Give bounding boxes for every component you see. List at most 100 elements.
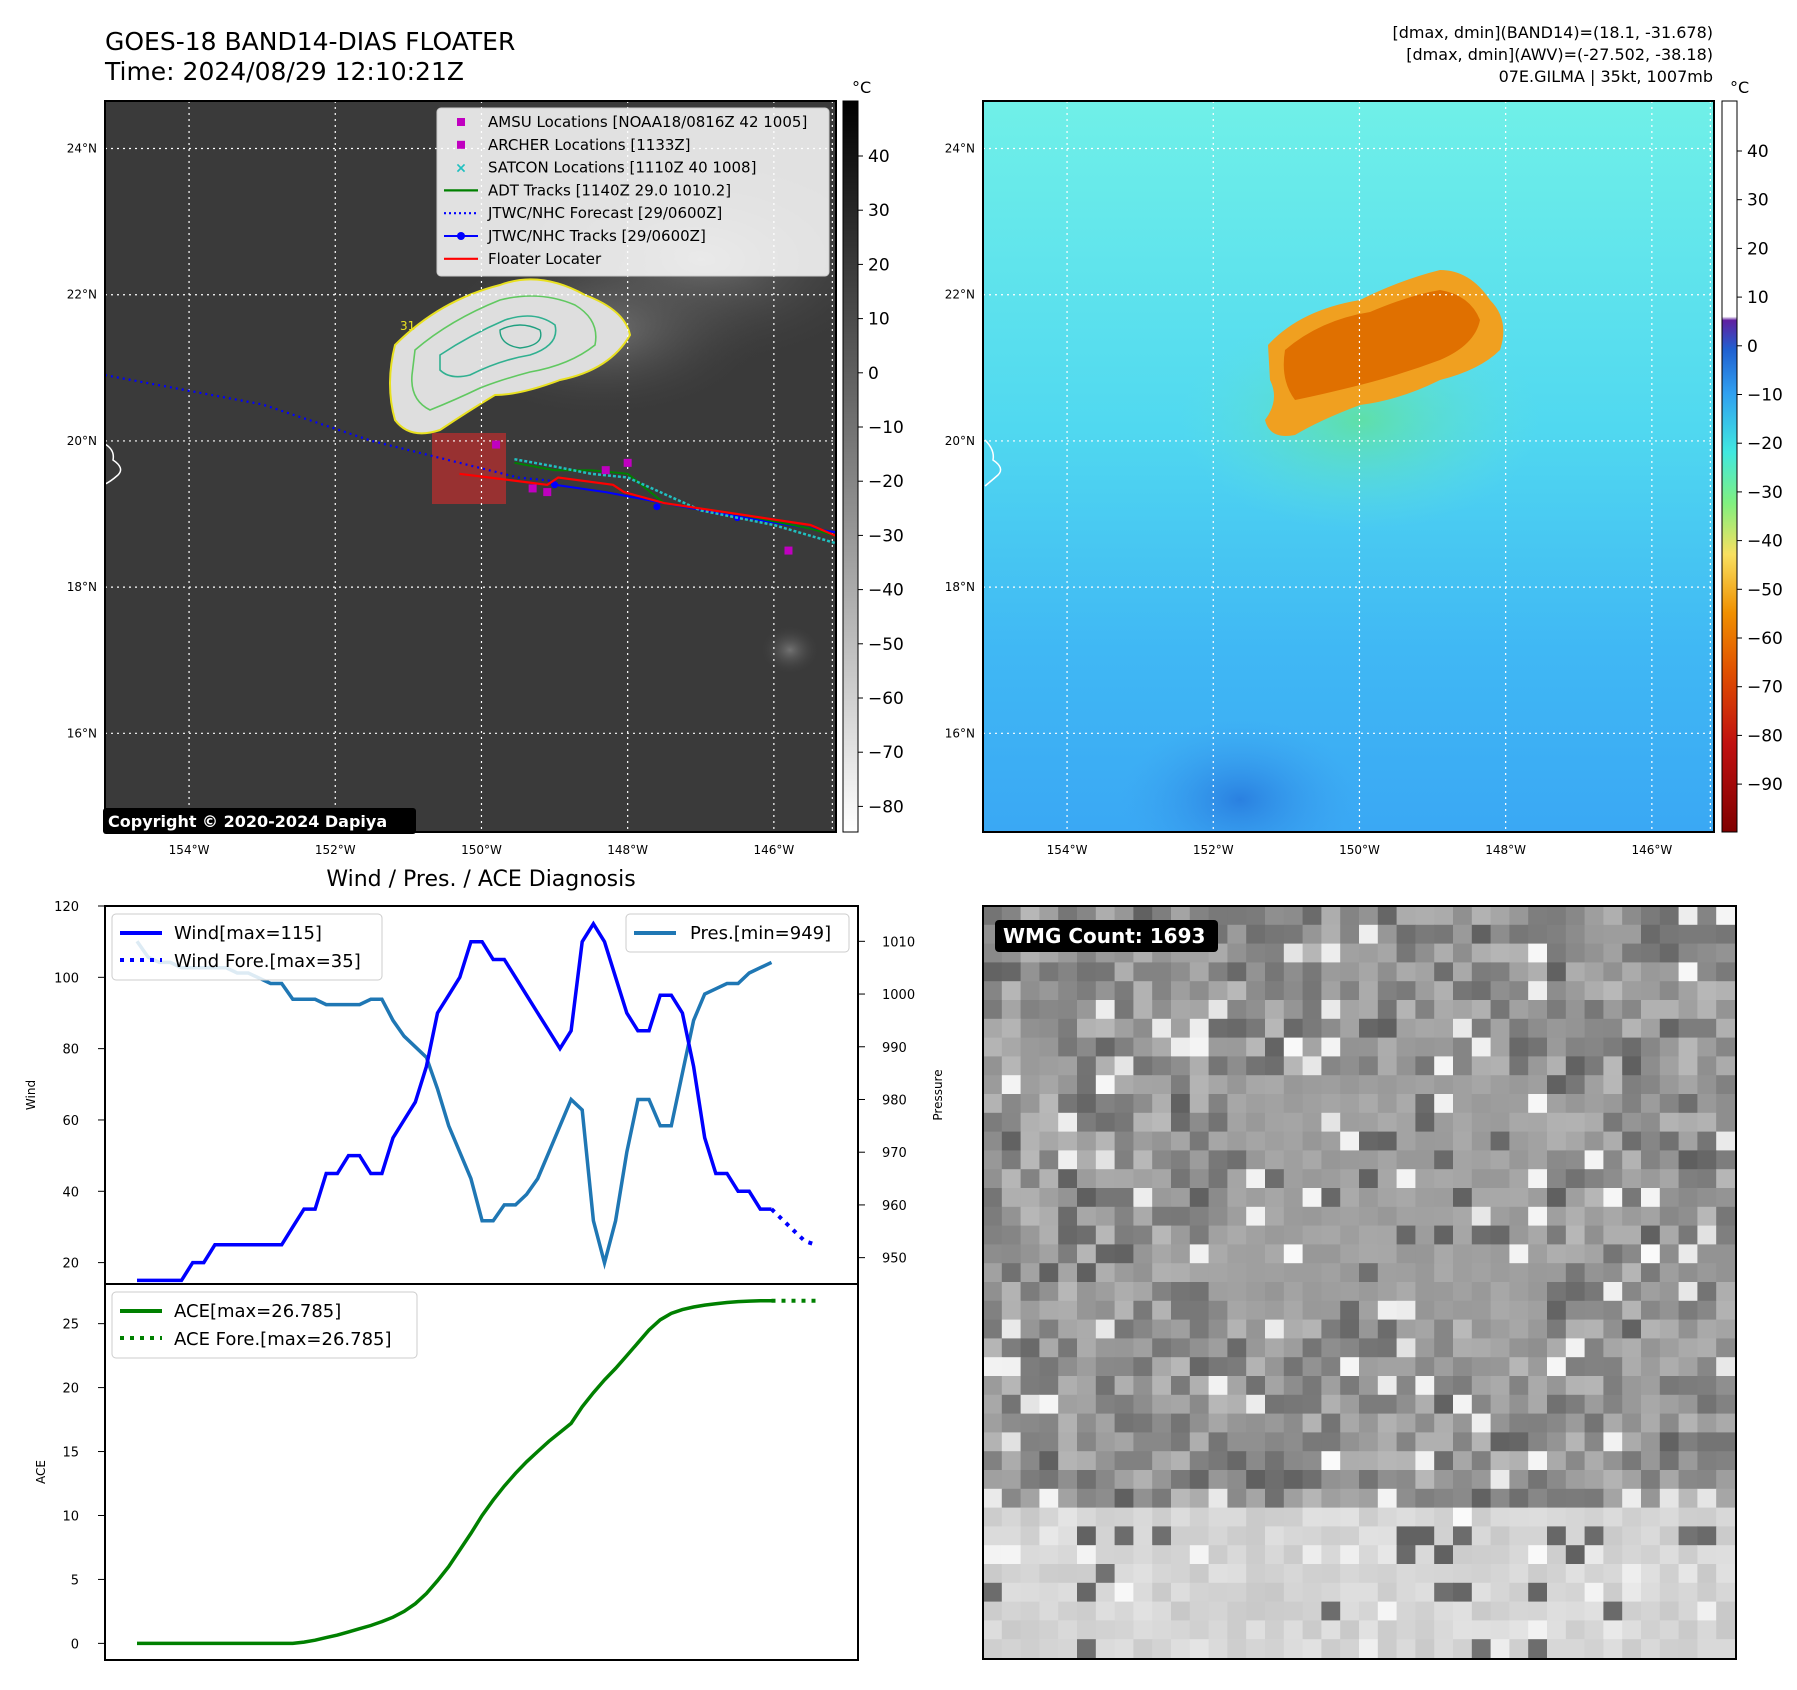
wmg-pixel <box>1565 1639 1586 1659</box>
wmg-pixel <box>1509 1300 1529 1321</box>
wmg-pixel <box>1359 1582 1379 1603</box>
wmg-pixel <box>1490 1112 1510 1133</box>
wmg-pixel <box>1077 1507 1097 1527</box>
wmg-pixel <box>1302 1037 1322 1057</box>
wmg-pixel <box>1189 1432 1210 1452</box>
wmg-pixel <box>1471 1075 1492 1095</box>
wmg-pixel <box>1302 906 1322 926</box>
wmg-pixel <box>1622 1037 1642 1057</box>
wmg-pixel <box>1697 1526 1717 1546</box>
wmg-pixel <box>1077 1394 1097 1415</box>
legend-label: JTWC/NHC Tracks [29/0600Z] <box>487 227 706 245</box>
wmg-pixel <box>1528 981 1548 1001</box>
wmg-pixel <box>1321 981 1341 1001</box>
contour-green <box>411 295 597 411</box>
wmg-pixel <box>1227 924 1247 945</box>
wmg-pixel <box>1584 1432 1604 1452</box>
wmg-pixel <box>1359 1075 1379 1095</box>
wmg-pixel <box>1396 1394 1416 1415</box>
wmg-pixel <box>1171 1319 1191 1339</box>
wmg-pixel <box>1340 962 1360 982</box>
lon-label: 154°W <box>1047 843 1088 857</box>
wmg-pixel <box>1565 1564 1586 1584</box>
wmg-pixel <box>1434 1601 1454 1621</box>
wmg-pixel <box>1077 1075 1097 1095</box>
wmg-pixel <box>1095 1357 1116 1377</box>
colorbar-tick-label: −50 <box>1747 580 1783 600</box>
wmg-pixel <box>1377 1244 1398 1264</box>
wmg-pixel <box>1434 1488 1454 1509</box>
wmg-pixel <box>1565 1150 1586 1170</box>
wmg-pixel <box>1584 1639 1604 1659</box>
wmg-pixel <box>1152 1319 1172 1339</box>
wmg-pixel <box>1603 1244 1623 1264</box>
lon-label: 146°W <box>1631 843 1672 857</box>
wmg-pixel <box>1095 1639 1116 1659</box>
wmg-pixel <box>1396 1488 1416 1509</box>
wmg-pixel <box>1001 1639 1022 1659</box>
wmg-pixel <box>983 1413 1003 1433</box>
wmg-pixel <box>1133 1357 1153 1377</box>
wmg-pixel <box>1152 1413 1172 1433</box>
wmg-pixel <box>1095 1225 1116 1245</box>
wind-legend: Wind[max=115] Wind Fore.[max=35] <box>111 913 383 981</box>
wmg-pixel <box>1039 1282 1059 1302</box>
wmg-pixel <box>1246 1225 1266 1245</box>
wmg-pixel <box>1246 981 1266 1001</box>
wmg-pixel <box>1434 1507 1454 1527</box>
wmg-pixel <box>1302 1282 1322 1302</box>
wmg-pixel <box>1359 1432 1379 1452</box>
wmg-pixel <box>1283 1169 1304 1189</box>
wmg-pixel <box>1359 1545 1379 1565</box>
wmg-pixel <box>1377 1639 1398 1659</box>
wmg-pixel <box>1246 1150 1266 1170</box>
wmg-pixel <box>1340 1300 1360 1321</box>
wmg-pixel <box>1415 1188 1435 1208</box>
wmg-pixel <box>1622 924 1642 945</box>
wmg-pixel <box>1377 1206 1398 1227</box>
wmg-pixel <box>1509 1376 1529 1396</box>
wmg-pixel <box>1058 1357 1078 1377</box>
wmg-pixel <box>1490 1526 1510 1546</box>
wmg-pixel <box>1039 1639 1059 1659</box>
wmg-pixel <box>1377 1376 1398 1396</box>
wmg-pixel <box>1302 1488 1322 1509</box>
wmg-pixel <box>1565 1018 1586 1039</box>
wmg-pixel <box>1641 1056 1661 1076</box>
wmg-pixel <box>1095 1507 1116 1527</box>
legend-label: Floater Locater <box>488 250 602 268</box>
wmg-pixel <box>1396 1582 1416 1603</box>
wmg-pixel <box>1415 1639 1435 1659</box>
wmg-pixel <box>1716 1601 1736 1621</box>
wmg-pixel <box>1321 1582 1341 1603</box>
wmg-pixel <box>1396 1470 1416 1490</box>
wmg-pixel <box>1434 1376 1454 1396</box>
wmg-pixel <box>1584 1545 1604 1565</box>
wmg-pixel <box>1396 981 1416 1001</box>
wmg-pixel <box>1265 1338 1285 1358</box>
wmg-pixel <box>1678 1131 1698 1151</box>
wmg-pixel <box>1396 1413 1416 1433</box>
wmg-pixel <box>1265 981 1285 1001</box>
ace-tick-label: 15 <box>62 1446 79 1461</box>
wmg-pixel <box>1396 1376 1416 1396</box>
wmg-pixel <box>1509 1112 1529 1133</box>
wmg-pixel <box>1547 1150 1567 1170</box>
wmg-pixel <box>1641 1244 1661 1264</box>
wmg-pixel <box>1678 1206 1698 1227</box>
wmg-pixel <box>1622 1188 1642 1208</box>
wmg-pixel <box>1114 1601 1134 1621</box>
wmg-pixel <box>1716 1394 1736 1415</box>
wmg-pixel <box>1302 1300 1322 1321</box>
wmg-pixel <box>1471 1319 1492 1339</box>
wmg-pixel <box>1283 1000 1304 1020</box>
wmg-pixel <box>1340 1338 1360 1358</box>
wmg-pixel <box>1208 1018 1228 1039</box>
wmg-pixel <box>1114 1244 1134 1264</box>
wmg-pixel <box>1565 924 1586 945</box>
wmg-pixel <box>1302 1601 1322 1621</box>
lon-label: 148°W <box>1485 843 1526 857</box>
wmg-pixel <box>1565 906 1586 926</box>
wmg-pixel <box>1359 1225 1379 1245</box>
bt-colorbar-unit: °C <box>852 78 871 97</box>
